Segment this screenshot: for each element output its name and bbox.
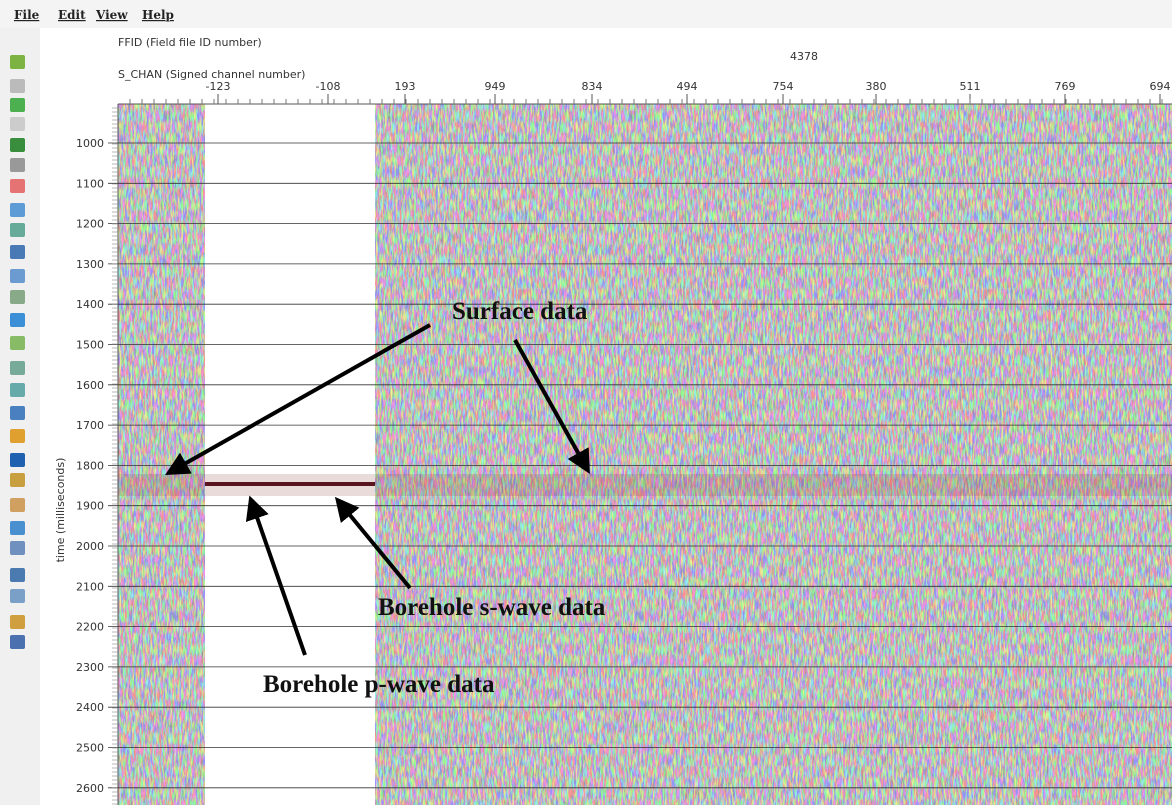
tool-button[interactable] [10, 269, 25, 283]
time-label: 2100 [76, 580, 104, 593]
channel-label: 380 [866, 80, 887, 93]
tool-button[interactable] [10, 203, 25, 217]
channel-label: 949 [485, 80, 506, 93]
time-label: 1700 [76, 419, 104, 432]
tool-button[interactable] [10, 568, 25, 582]
tool-button[interactable] [10, 406, 25, 420]
annotation: Borehole p-wave data [263, 671, 495, 698]
menu-item[interactable]: Help [142, 8, 174, 22]
channel-label: 494 [677, 80, 698, 93]
time-label: 1900 [76, 500, 104, 513]
tool-button[interactable] [10, 313, 25, 327]
menu-bar [0, 0, 1172, 28]
time-label: 1100 [76, 177, 104, 190]
time-label: 1500 [76, 339, 104, 352]
tool-button[interactable] [10, 138, 25, 152]
tool-button[interactable] [10, 635, 25, 649]
tool-button[interactable] [10, 453, 25, 467]
tool-button[interactable] [10, 290, 25, 304]
tool-button[interactable] [10, 429, 25, 443]
menu-item[interactable]: View [95, 8, 128, 22]
tool-button[interactable] [10, 79, 25, 93]
menu-item[interactable]: Edit [58, 8, 86, 22]
tool-button[interactable] [10, 361, 25, 375]
time-label: 2300 [76, 661, 104, 674]
tool-button[interactable] [10, 98, 25, 112]
tool-button[interactable] [10, 336, 25, 350]
channel-label: 834 [582, 80, 603, 93]
tool-button[interactable] [10, 245, 25, 259]
y-axis-label: time (milliseconds) [54, 458, 67, 563]
tool-button[interactable] [10, 158, 25, 172]
time-label: 2500 [76, 742, 104, 755]
channel-label: 511 [960, 80, 981, 93]
tool-button[interactable] [10, 383, 25, 397]
channel-label: 193 [395, 80, 416, 93]
time-label: 1300 [76, 258, 104, 271]
annotation: Surface data [452, 298, 588, 325]
app-window: File Edit View Help FFID (Field file ID numb… [0, 0, 1172, 805]
time-label: 2400 [76, 701, 104, 714]
blank-gap [205, 104, 375, 805]
tool-button[interactable] [10, 223, 25, 237]
tool-button[interactable] [10, 615, 25, 629]
borehole-arrival [205, 482, 375, 486]
ffid-value: 4378 [790, 50, 818, 63]
channel-label: -108 [316, 80, 341, 93]
channel-label: 769 [1055, 80, 1076, 93]
seismic-display [118, 104, 1172, 805]
tool-button[interactable] [10, 589, 25, 603]
time-label: 2000 [76, 540, 104, 553]
tool-button[interactable] [10, 117, 25, 131]
time-label: 2200 [76, 621, 104, 634]
menu-item[interactable]: File [14, 8, 40, 22]
tool-button[interactable] [10, 179, 25, 193]
time-label: 1200 [76, 218, 104, 231]
annotation: Borehole s-wave data [378, 594, 606, 621]
channel-label: 754 [773, 80, 794, 93]
time-label: 2600 [76, 782, 104, 795]
tool-button[interactable] [10, 473, 25, 487]
channel-label: -123 [206, 80, 231, 93]
tool-button[interactable] [10, 521, 25, 535]
tool-button[interactable] [10, 541, 25, 555]
time-label: 1800 [76, 459, 104, 472]
time-label: 1000 [76, 137, 104, 150]
tool-button[interactable] [10, 498, 25, 512]
tool-button[interactable] [10, 55, 25, 69]
time-label: 1400 [76, 298, 104, 311]
time-label: 1600 [76, 379, 104, 392]
channel-label: 694 [1150, 80, 1171, 93]
ffid-label: FFID (Field file ID number) [118, 36, 262, 49]
